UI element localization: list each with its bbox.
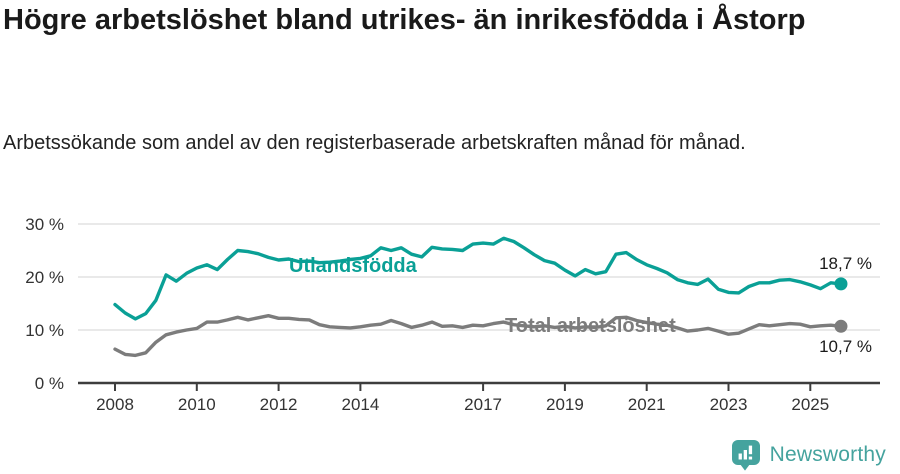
bar-chart-speech-bubble-icon [731,440,760,471]
series-line-total [113,314,843,358]
newsworthy-brand-text: Newsworthy [769,443,886,466]
x-axis: 0 % 10 % 20 % 30 % 2008 2010 2012 2014 2017 2019 2… [25,215,880,414]
y-axis-tick-label: 20 % [25,268,64,287]
x-axis-tick-label: 2017 [464,395,502,414]
series-line-utlandsfodda [113,236,843,321]
page-title: Högre arbetslöshet bland utrikes- än inr… [3,4,806,36]
x-axis-tick-label: 2010 [178,395,216,414]
x-axis-tick-label: 2023 [710,395,748,414]
grid-layer [78,223,880,331]
label-layer: Utlandsfödda Total arbetslöshet 18,7 % 1… [289,254,872,356]
y-axis-tick-label: 30 % [25,215,64,234]
series-end-dot-total [834,319,848,333]
y-axis-tick-label: 0 % [35,374,64,393]
series-end-dot-utlandsfodda [834,277,848,291]
x-axis-tick-label: 2014 [341,395,379,414]
end-value-label-total: 10,7 % [819,337,872,356]
series-layer [113,236,848,358]
x-axis-tick-label: 2012 [260,395,298,414]
newsworthy-logo[interactable]: Newsworthy [731,439,886,471]
series-label-total-arbetsloshet: Total arbetslöshet [505,315,676,337]
end-value-label-utlandsfodda: 18,7 % [819,254,872,273]
x-axis-tick-label: 2025 [791,395,829,414]
series-label-utlandsfodda: Utlandsfödda [289,255,418,277]
x-axis-tick-label: 2019 [546,395,584,414]
x-axis-tick-label: 2008 [96,395,134,414]
x-axis-tick-label: 2021 [628,395,666,414]
page-subtitle: Arbetssökande som andel av den registerb… [3,132,746,154]
y-axis-tick-label: 10 % [25,321,64,340]
